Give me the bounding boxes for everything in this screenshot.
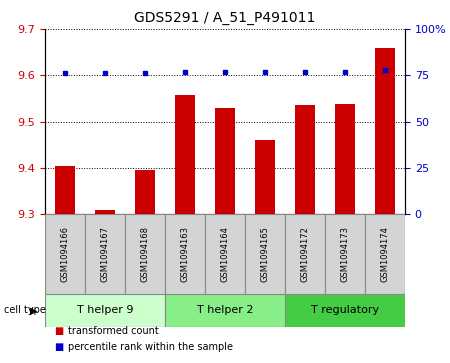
Text: GSM1094163: GSM1094163	[180, 226, 189, 282]
Text: GSM1094164: GSM1094164	[220, 226, 230, 282]
Bar	[165, 294, 285, 327]
Bar	[135, 170, 155, 214]
Bar	[255, 140, 275, 214]
Text: ■: ■	[54, 326, 63, 336]
Text: GSM1094165: GSM1094165	[261, 226, 270, 282]
Text: percentile rank within the sample: percentile rank within the sample	[68, 342, 233, 352]
Bar	[295, 105, 315, 214]
Bar	[285, 294, 405, 327]
Bar	[375, 48, 395, 214]
Bar	[165, 214, 205, 294]
Text: GSM1094167: GSM1094167	[100, 226, 109, 282]
Text: GSM1094172: GSM1094172	[301, 226, 310, 282]
Text: GSM1094174: GSM1094174	[381, 226, 390, 282]
Text: T helper 2: T helper 2	[197, 305, 253, 315]
Bar	[175, 95, 195, 214]
Text: ■: ■	[54, 342, 63, 352]
Text: cell type: cell type	[4, 305, 46, 315]
Text: T regulatory: T regulatory	[311, 305, 379, 315]
Bar	[45, 294, 165, 327]
Text: GSM1094168: GSM1094168	[140, 226, 149, 282]
Bar	[365, 214, 405, 294]
Text: T helper 9: T helper 9	[77, 305, 133, 315]
Text: GSM1094166: GSM1094166	[60, 226, 69, 282]
Bar	[125, 214, 165, 294]
Bar	[245, 214, 285, 294]
Bar	[55, 166, 75, 214]
Bar	[215, 108, 235, 214]
Bar	[85, 214, 125, 294]
Bar	[325, 214, 365, 294]
Text: GSM1094173: GSM1094173	[341, 226, 350, 282]
Title: GDS5291 / A_51_P491011: GDS5291 / A_51_P491011	[134, 11, 316, 25]
Bar	[95, 211, 115, 214]
Text: transformed count: transformed count	[68, 326, 158, 336]
Text: ▶: ▶	[30, 305, 37, 315]
Bar	[335, 105, 355, 214]
Bar	[45, 214, 85, 294]
Bar	[205, 214, 245, 294]
Bar	[285, 214, 325, 294]
